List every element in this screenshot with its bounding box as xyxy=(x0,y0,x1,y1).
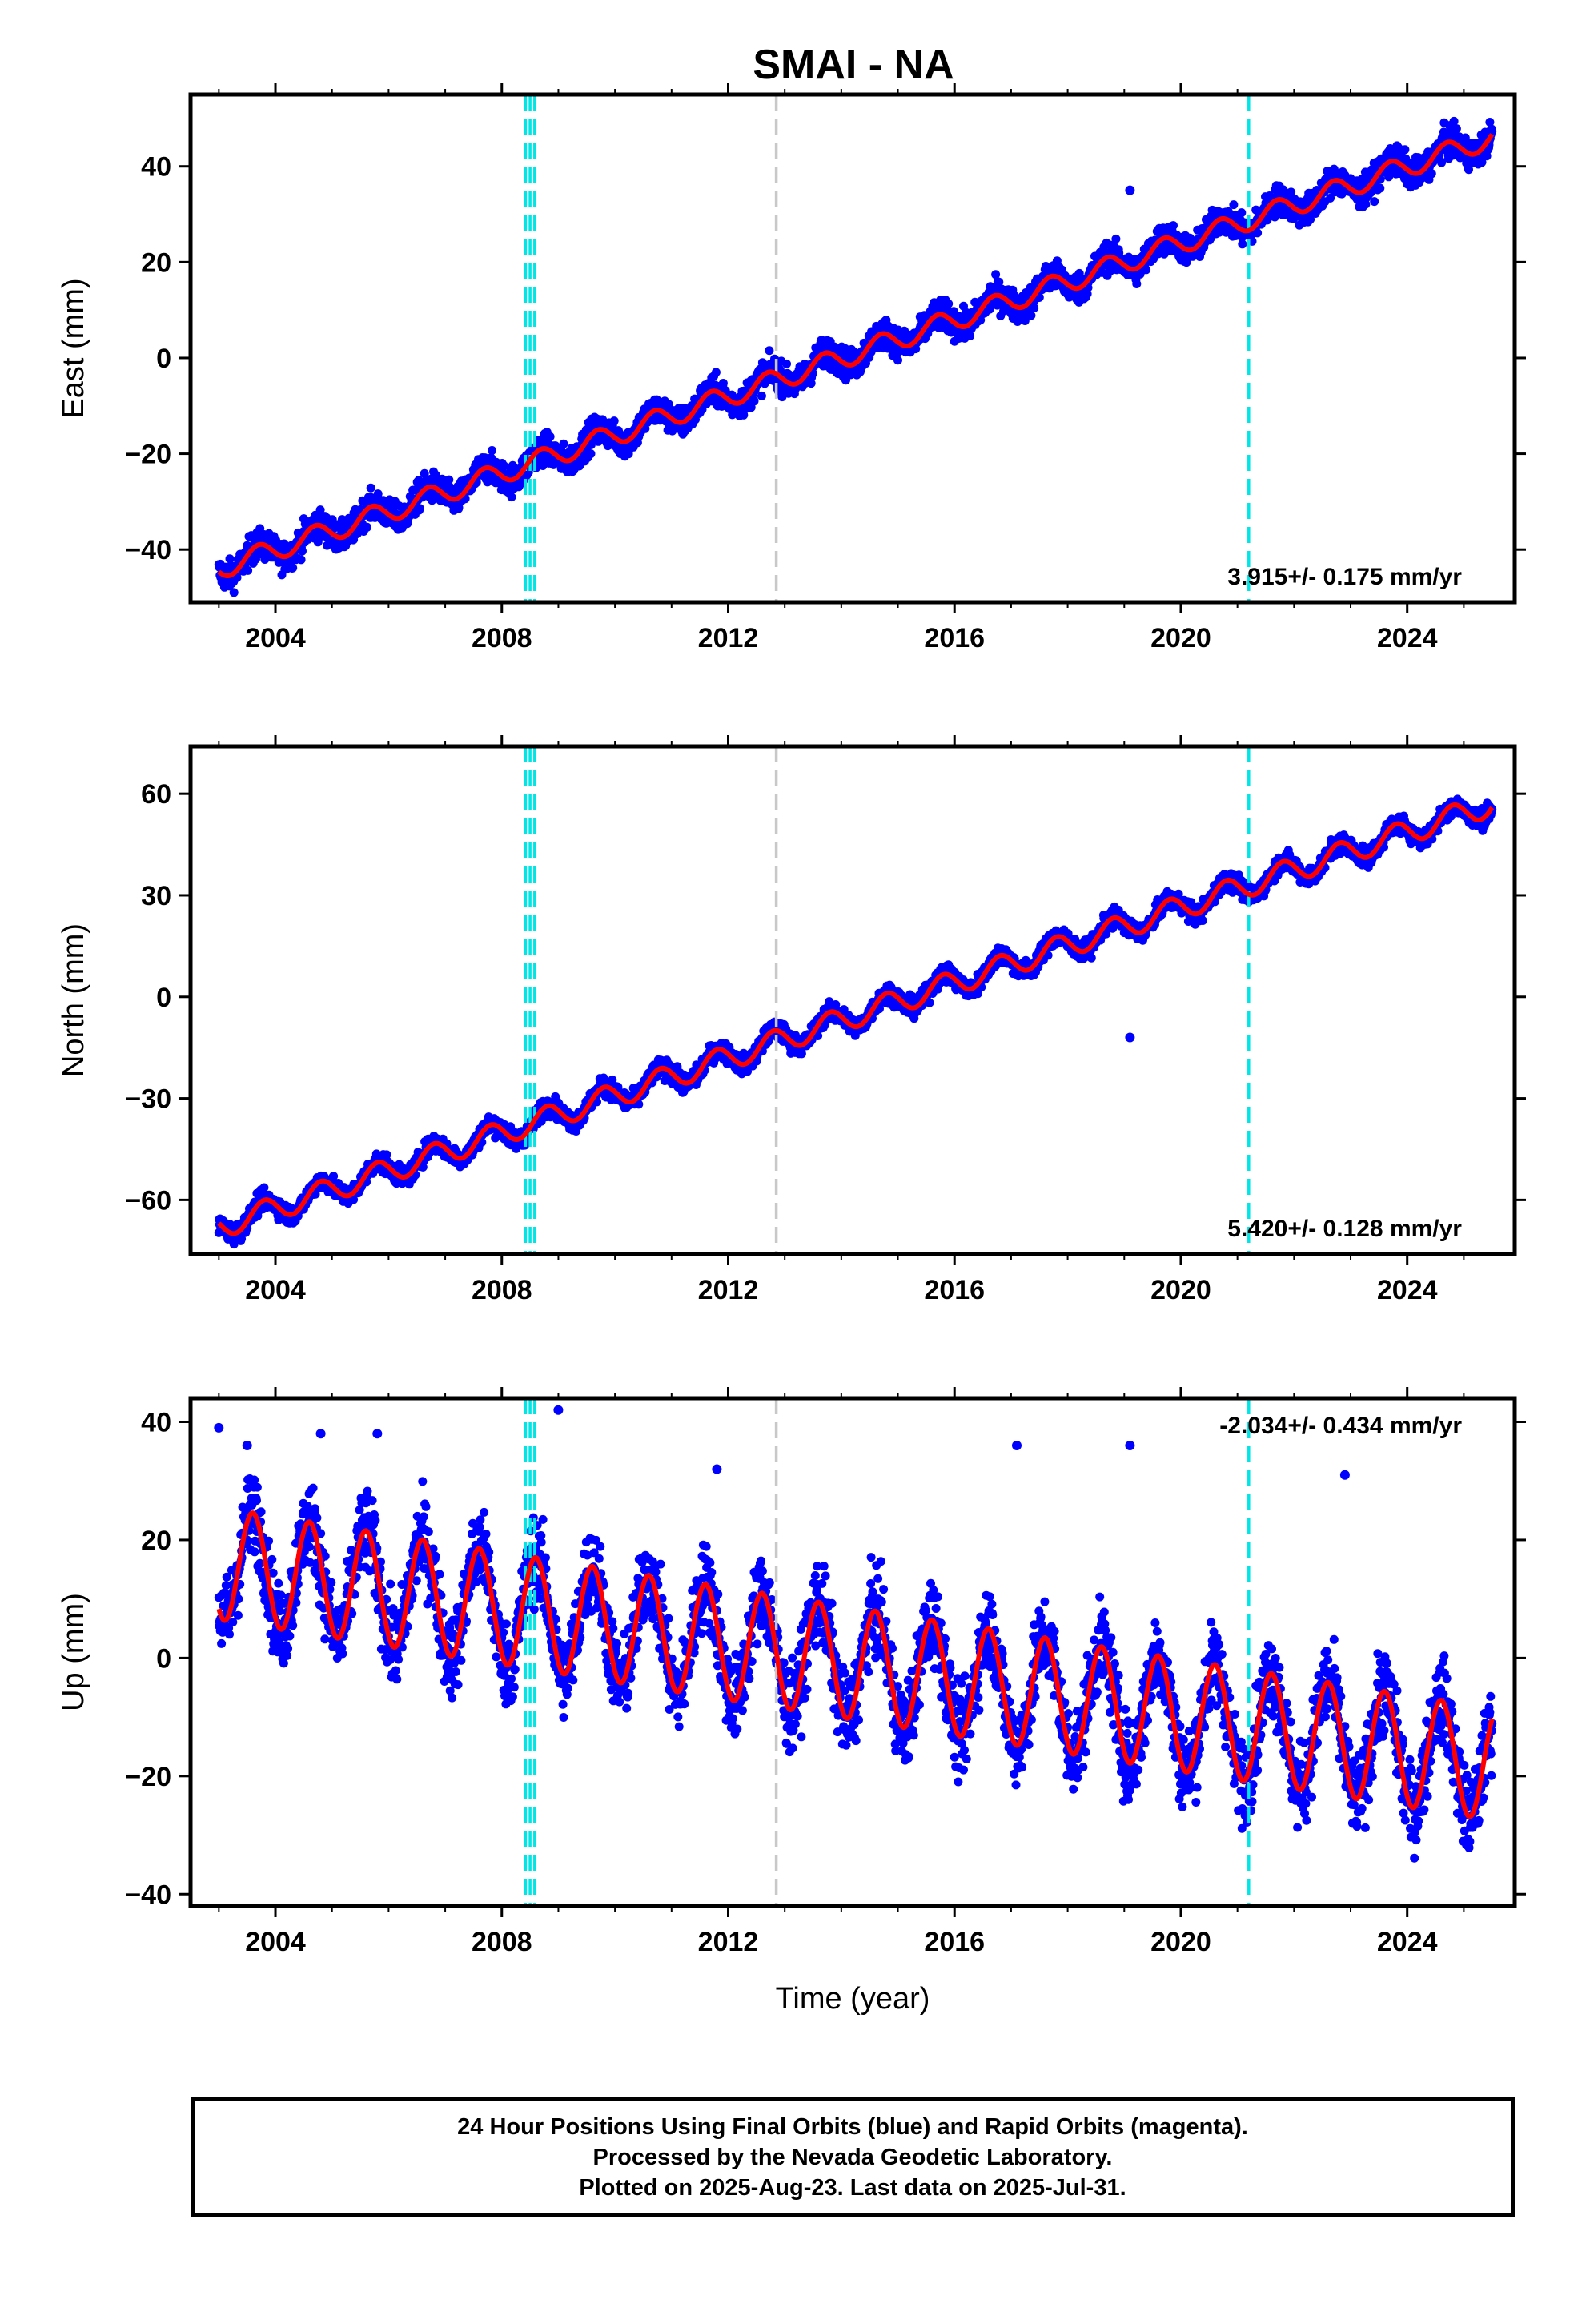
data-point xyxy=(900,326,909,336)
data-point xyxy=(500,461,509,471)
data-point xyxy=(1400,145,1410,155)
x-tick-label: 2020 xyxy=(1150,623,1211,653)
y-tick-label: −20 xyxy=(125,440,171,470)
data-point xyxy=(444,475,454,485)
data-point xyxy=(559,439,568,448)
data-point xyxy=(829,342,839,352)
data-point xyxy=(749,396,759,406)
data-point xyxy=(609,416,619,426)
data-point xyxy=(366,483,375,493)
data-point xyxy=(1452,124,1461,134)
x-tick-label: 2008 xyxy=(472,623,532,653)
data-point xyxy=(1169,221,1178,231)
east-data-layer xyxy=(214,94,1497,602)
data-point xyxy=(1026,311,1036,320)
data-point xyxy=(718,379,728,388)
north-data-points xyxy=(214,794,1497,1249)
data-point xyxy=(229,588,239,597)
east-panel: 2004 2008 2012 2016 2020 2024 −40 −20 0 20 40 East… xyxy=(57,83,1526,653)
data-point xyxy=(296,555,306,565)
data-point xyxy=(944,299,954,308)
north-data-layer xyxy=(214,746,1497,1254)
east-y-axis-label: East (mm) xyxy=(57,278,90,418)
data-point xyxy=(437,474,447,484)
data-point xyxy=(1142,265,1151,275)
data-point xyxy=(373,489,383,499)
data-point xyxy=(757,391,766,400)
x-tick-label: 2024 xyxy=(1377,623,1438,653)
x-tick-label: 2012 xyxy=(698,623,759,653)
data-point xyxy=(711,368,721,377)
y-tick-label: 20 xyxy=(141,247,171,278)
data-point xyxy=(545,432,555,441)
data-point xyxy=(507,493,516,502)
data-point xyxy=(315,505,325,515)
data-point xyxy=(1237,208,1247,218)
data-point xyxy=(337,515,347,525)
data-point xyxy=(243,565,253,575)
data-point xyxy=(760,379,769,388)
data-point xyxy=(765,346,774,356)
data-point xyxy=(1370,197,1379,207)
data-point xyxy=(739,410,749,420)
data-point xyxy=(1427,169,1436,179)
x-tick-label: 2004 xyxy=(245,623,306,653)
data-point xyxy=(1111,234,1121,243)
data-point xyxy=(893,356,902,365)
y-tick-label: −40 xyxy=(125,535,171,565)
x-tick-label: 2016 xyxy=(924,623,985,653)
east-velocity-label: 3.915+/- 0.175 mm/yr xyxy=(1227,564,1462,590)
y-tick-label: 0 xyxy=(156,344,171,374)
data-point xyxy=(665,400,673,409)
chart-title: SMAI - NA xyxy=(753,42,954,88)
east-data-points xyxy=(214,116,1497,597)
data-point xyxy=(225,554,235,564)
outlier-point xyxy=(1125,185,1135,195)
data-point xyxy=(1464,165,1473,175)
data-point xyxy=(1030,304,1039,312)
data-point xyxy=(1238,239,1247,249)
data-point xyxy=(298,546,307,556)
data-point xyxy=(1375,183,1385,193)
data-point xyxy=(1132,279,1142,288)
data-point xyxy=(966,332,975,340)
data-point xyxy=(586,440,596,449)
data-point xyxy=(586,449,596,459)
data-point xyxy=(288,563,298,573)
y-tick-label: 40 xyxy=(141,152,171,183)
data-point xyxy=(1229,200,1239,210)
data-point xyxy=(363,522,371,532)
data-point xyxy=(488,446,496,455)
data-point xyxy=(782,359,791,368)
data-point xyxy=(416,504,424,513)
